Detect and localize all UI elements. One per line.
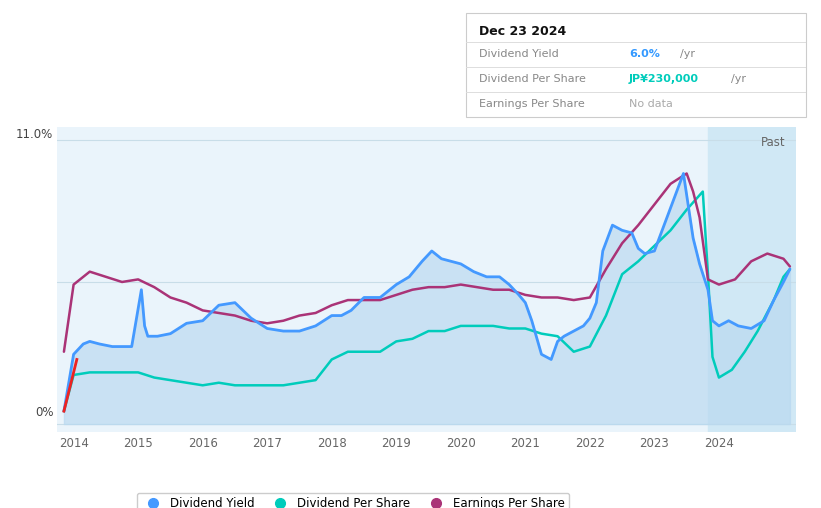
Text: JP¥230,000: JP¥230,000 (629, 74, 699, 84)
Text: 0%: 0% (34, 406, 53, 419)
Text: /yr: /yr (680, 49, 695, 59)
Text: Past: Past (761, 136, 786, 149)
Text: /yr: /yr (732, 74, 746, 84)
FancyBboxPatch shape (466, 13, 806, 117)
Text: No data: No data (629, 100, 673, 109)
Text: 11.0%: 11.0% (16, 128, 53, 141)
Text: 6.0%: 6.0% (629, 49, 660, 59)
Text: Dividend Yield: Dividend Yield (479, 49, 559, 59)
Bar (708, 127, 796, 432)
Text: Dec 23 2024: Dec 23 2024 (479, 25, 566, 38)
Legend: Dividend Yield, Dividend Per Share, Earnings Per Share: Dividend Yield, Dividend Per Share, Earn… (137, 493, 569, 508)
Text: Earnings Per Share: Earnings Per Share (479, 100, 585, 109)
Text: Dividend Per Share: Dividend Per Share (479, 74, 586, 84)
